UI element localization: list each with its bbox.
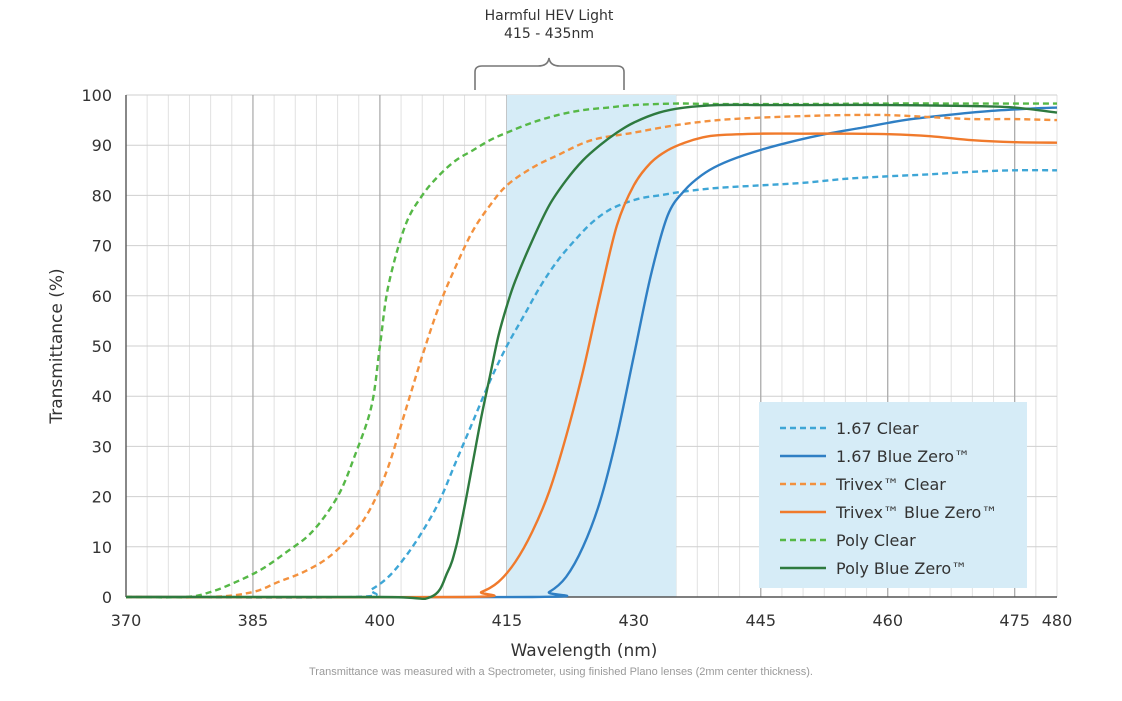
y-tick-label: 40 — [92, 387, 112, 406]
x-tick-label: 415 — [492, 611, 523, 630]
hev-band-title: Harmful HEV Light — [485, 8, 614, 24]
x-tick-label: 445 — [745, 611, 776, 630]
legend-label: Poly Blue Zero™ — [836, 559, 967, 578]
x-tick-label: 475 — [999, 611, 1030, 630]
footnote: Transmittance was measured with a Spectr… — [309, 666, 813, 678]
hev-band-rect — [506, 95, 677, 597]
series-line-3 — [125, 113, 1058, 599]
y-tick-label: 70 — [92, 237, 112, 256]
series-line-4 — [125, 132, 1058, 599]
legend-box — [759, 402, 1027, 588]
y-tick-label: 10 — [92, 538, 112, 557]
x-tick-label: 480 — [1042, 611, 1073, 630]
series-line-1 — [125, 168, 1058, 599]
legend-label: 1.67 Clear — [836, 419, 919, 438]
y-tick-label: 60 — [92, 287, 112, 306]
legend-label: Trivex™ Blue Zero™ — [835, 503, 997, 522]
hev-band-range: 415 - 435nm — [504, 26, 594, 42]
series-lines — [125, 102, 1058, 601]
x-axis-title: Wavelength (nm) — [511, 641, 658, 661]
x-tick-label: 430 — [619, 611, 650, 630]
y-axis-title: Transmittance (%) — [47, 268, 67, 424]
x-tick-label: 400 — [365, 611, 396, 630]
series-line-5 — [125, 102, 1057, 599]
hev-band — [506, 95, 677, 597]
y-tick-label: 90 — [92, 136, 112, 155]
series-line-2 — [125, 106, 1058, 599]
legend-label: 1.67 Blue Zero™ — [836, 447, 970, 466]
series-line-6 — [125, 103, 1058, 601]
y-tick-label: 50 — [92, 337, 112, 356]
x-tick-label: 385 — [238, 611, 269, 630]
y-tick-label: 80 — [92, 186, 112, 205]
y-tick-label: 0 — [102, 588, 112, 607]
legend: 1.67 Clear 1.67 Blue Zero™ Trivex™ Clear Tr… — [759, 402, 1027, 588]
legend-label: Trivex™ Clear — [835, 475, 946, 494]
y-tick-label: 30 — [92, 437, 112, 456]
y-tick-label: 100 — [81, 86, 112, 105]
y-tick-label: 20 — [92, 488, 112, 507]
legend-label: Poly Clear — [836, 531, 916, 550]
hev-band-brace — [474, 57, 625, 90]
x-tick-label: 370 — [111, 611, 142, 630]
x-tick-label: 460 — [872, 611, 903, 630]
